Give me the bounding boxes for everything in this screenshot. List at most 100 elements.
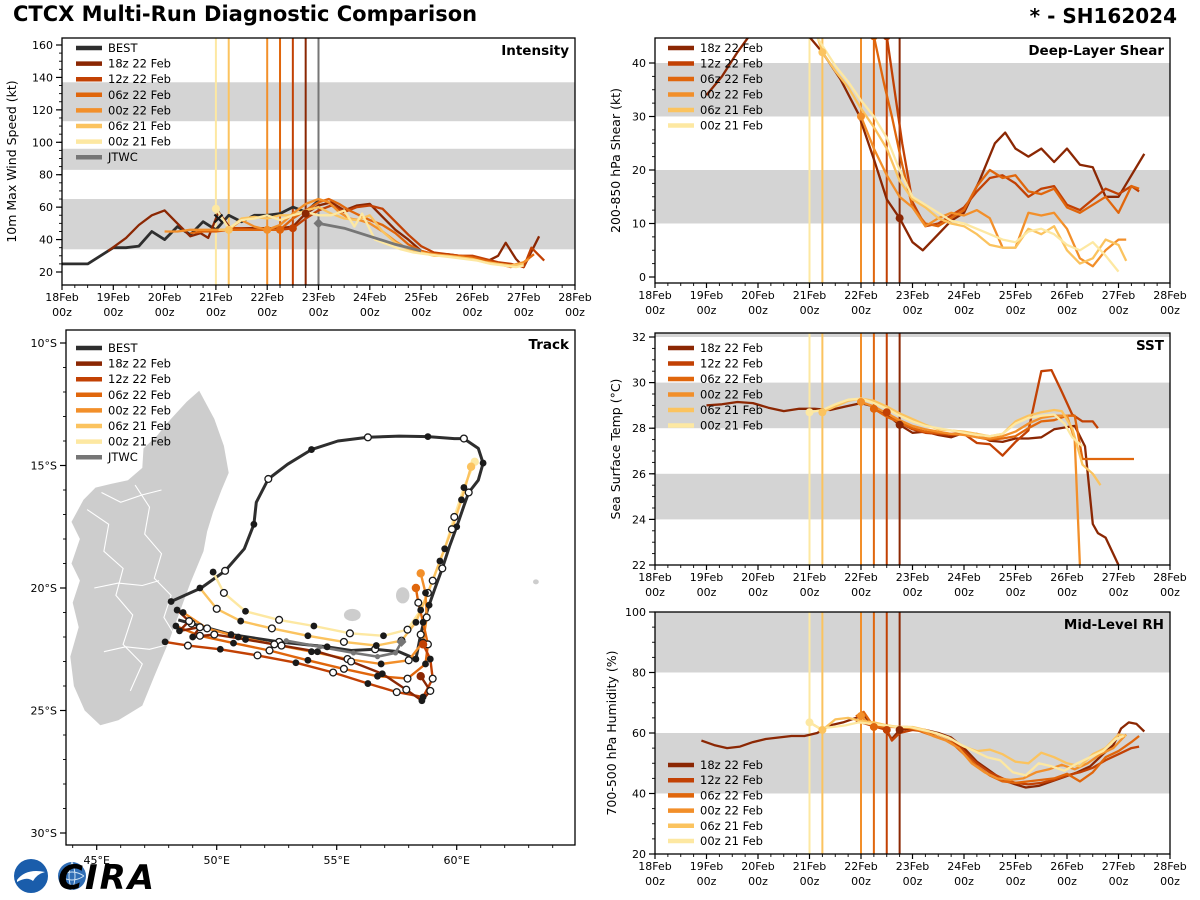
track-marker-open	[253, 651, 262, 660]
panel-shear: 0 10 20 30 40 18Feb 00z 19Feb 00z 20Feb 00z 21Feb 00…	[608, 37, 1187, 317]
track-marker-open	[403, 674, 412, 683]
x-tick-sublabel: 00z	[697, 586, 717, 599]
lon-tick-label: 45°E	[83, 854, 109, 867]
y-tick-label: 80	[39, 169, 53, 182]
track-marker-filled	[250, 520, 258, 528]
legend-label-r00z22: 00z 22 Feb	[700, 88, 763, 102]
x-tick-sublabel: 00z	[697, 304, 717, 317]
x-tick-label: 23Feb	[896, 289, 929, 302]
x-tick-label: 27Feb	[1102, 289, 1135, 302]
panel-title-intensity: Intensity	[501, 43, 569, 59]
legend-label-jtwc: JTWC	[107, 450, 138, 464]
legend-label-r00z22: 00z 22 Feb	[108, 403, 171, 417]
legend-label-r00z21: 00z 21 Feb	[700, 419, 763, 433]
x-tick-sublabel: 00z	[851, 304, 871, 317]
x-tick-label: 24Feb	[947, 289, 980, 302]
y-tick-label: 100	[625, 606, 646, 619]
track-marker-open	[459, 434, 468, 443]
track-plot-area	[70, 390, 539, 726]
x-tick-label: 18Feb	[638, 289, 671, 302]
cira-logo: CIRA	[58, 858, 156, 898]
legend-item-r00z22: 00z 22 Feb	[668, 88, 763, 102]
x-tick-label: 19Feb	[690, 571, 723, 584]
province-border	[101, 489, 162, 503]
x-tick-sublabel: 00z	[697, 875, 717, 888]
x-tick-sublabel: 00z	[645, 875, 665, 888]
y-tick-label: 40	[632, 788, 646, 801]
x-tick-label: 25Feb	[999, 289, 1032, 302]
track-marker-open	[428, 674, 437, 683]
x-tick-sublabel: 00z	[1109, 304, 1129, 317]
x-tick-label: 20Feb	[741, 571, 774, 584]
track-marker-filled	[234, 633, 242, 641]
legend-label-r18z22: 18z 22 Feb	[108, 57, 171, 71]
series-rh-r00z21	[808, 721, 1125, 777]
province-border	[103, 643, 169, 653]
intensity-plot-area	[62, 38, 575, 285]
y-axis-label-intensity: 10m Max Wind Speed (kt)	[4, 80, 19, 242]
island-reunion	[343, 608, 361, 622]
panel-intensity: 20 40 60 80 100 120 140 160 18Feb 00z 19Feb 00z 20Fe…	[4, 37, 592, 319]
province-border	[94, 580, 160, 589]
track-marker-open	[329, 668, 338, 677]
legend-item-r00z22: 00z 22 Feb	[76, 403, 171, 417]
init-marker-r06z21	[818, 408, 827, 417]
y-tick-label: 40	[632, 57, 646, 70]
panel-rh: 20 40 60 80 100 18Feb 00z 19Feb 00z 20Feb 00z 21Feb…	[604, 606, 1187, 888]
track-marker	[374, 654, 381, 660]
legend-label-r00z21: 00z 21 Feb	[700, 834, 763, 848]
cira-globe-icon	[58, 862, 86, 890]
legend-item-r00z22: 00z 22 Feb	[76, 103, 171, 117]
track-marker-filled	[377, 660, 385, 668]
x-tick-sublabel: 00z	[360, 306, 380, 319]
track-marker-filled	[412, 618, 420, 626]
track-marker-open	[464, 488, 473, 497]
series-intensity-r00z21	[214, 208, 524, 269]
track-marker	[283, 638, 289, 644]
init-marker-r06z21	[818, 48, 827, 57]
track-marker-filled	[419, 618, 427, 626]
track-marker-open	[265, 646, 274, 655]
x-tick-sublabel: 00z	[800, 304, 820, 317]
track-marker	[350, 650, 357, 656]
x-tick-label: 19Feb	[690, 860, 723, 873]
lat-tick-label: 20°S	[31, 582, 57, 595]
track-marker-filled	[417, 606, 425, 614]
legend-label-r18z22: 18z 22 Feb	[700, 758, 763, 772]
x-tick-label: 26Feb	[1050, 571, 1083, 584]
legend-item-r06z22: 06z 22 Feb	[76, 388, 171, 402]
rh-plot-area	[655, 612, 1170, 854]
legend-label-r18z22: 18z 22 Feb	[108, 357, 171, 371]
y-tick-label: 140	[32, 71, 53, 84]
series-intensity-jtwc	[318, 222, 422, 253]
series-shear-r00z21	[816, 38, 1120, 273]
track-marker-open	[275, 615, 284, 624]
x-tick-sublabel: 00z	[748, 875, 768, 888]
y-tick-label: 20	[632, 848, 646, 861]
page-title: CTCX Multi-Run Diagnostic Comparison	[13, 2, 478, 26]
init-marker-r18z22	[895, 725, 904, 734]
track-marker-filled	[310, 622, 318, 630]
legend-label-r12z22: 12z 22 Feb	[108, 72, 171, 86]
island-mauritius	[395, 587, 410, 604]
track-marker-open	[447, 525, 456, 534]
x-tick-label: 28Feb	[1153, 860, 1186, 873]
y-tick-label: 160	[32, 39, 53, 52]
x-tick-sublabel: 00z	[748, 586, 768, 599]
legend-label-r18z22: 18z 22 Feb	[700, 41, 763, 55]
x-tick-label: 27Feb	[1102, 571, 1135, 584]
x-tick-label: 22Feb	[844, 289, 877, 302]
track-end-marker-r06z21	[466, 462, 476, 471]
track-marker-open	[195, 631, 204, 640]
series-intensity-r06z22	[190, 197, 535, 269]
x-tick-label: 24Feb	[947, 571, 980, 584]
x-tick-sublabel: 00z	[954, 586, 974, 599]
legend-label-r06z21: 06z 21 Feb	[108, 419, 171, 433]
lon-tick-label: 60°E	[443, 854, 469, 867]
panel-title-shear: Deep-Layer Shear	[1028, 43, 1164, 59]
panel-track: 45°E 50°E 55°E 60°E 10°S 15°S 20°S 25°S 30°S Trac…	[31, 329, 576, 867]
x-tick-sublabel: 00z	[1057, 586, 1077, 599]
x-tick-label: 19Feb	[690, 289, 723, 302]
legend-label-r06z22: 06z 22 Feb	[700, 372, 763, 386]
